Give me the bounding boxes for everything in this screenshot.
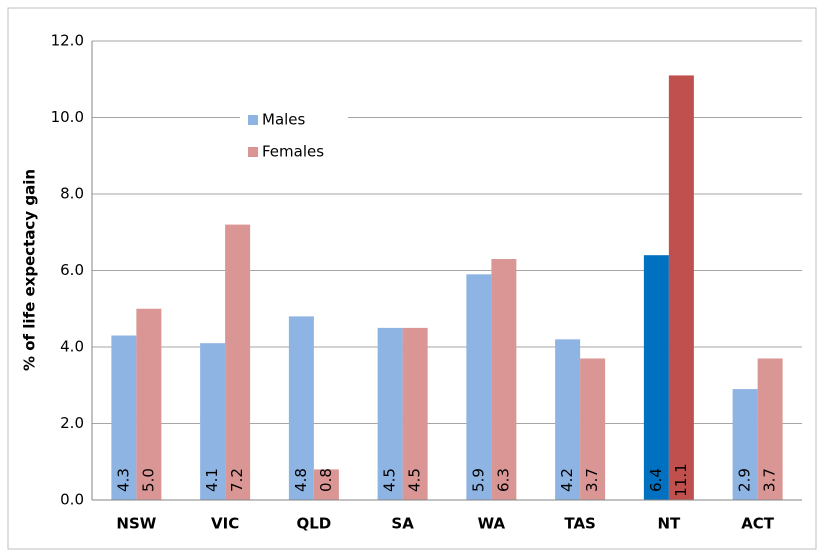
legend-label: Females (262, 143, 324, 161)
bar (136, 308, 162, 500)
x-tick-label: QLD (296, 515, 331, 533)
bar (580, 358, 606, 500)
value-label: 3.7 (583, 468, 601, 492)
y-tick-label: 10.0 (51, 108, 84, 126)
x-tick-label: ACT (741, 515, 775, 533)
value-label: 4.8 (292, 468, 310, 492)
bar (668, 75, 694, 501)
bar (732, 389, 758, 500)
legend-swatch (248, 147, 258, 157)
value-label: 6.3 (494, 468, 512, 492)
legend-label: Males (262, 111, 306, 129)
value-label: 2.9 (736, 468, 754, 492)
bar (491, 259, 517, 500)
bar (111, 335, 137, 500)
x-tick-label: WA (478, 515, 506, 533)
x-tick-label: TAS (564, 515, 595, 533)
legend-box (240, 104, 348, 168)
value-label: 4.5 (406, 468, 424, 492)
value-label: 0.8 (317, 468, 335, 492)
y-tick-label: 6.0 (60, 261, 84, 279)
bar (643, 255, 669, 500)
y-tick-label: 8.0 (60, 185, 84, 203)
y-axis-label: % of life expectacy gain (21, 169, 39, 371)
x-tick-label: NSW (116, 515, 156, 533)
value-label: 4.1 (203, 468, 221, 492)
x-tick-label: SA (391, 515, 414, 533)
value-label: 5.9 (469, 468, 487, 492)
bar (466, 274, 492, 500)
bar (402, 327, 428, 500)
bar (225, 224, 251, 500)
x-tick-label: NT (657, 515, 681, 533)
bar (313, 469, 339, 500)
y-tick-label: 0.0 (60, 491, 84, 509)
value-label: 7.2 (228, 468, 246, 492)
y-tick-label: 4.0 (60, 338, 84, 356)
value-label: 4.5 (381, 468, 399, 492)
bar (555, 339, 581, 500)
value-label: 3.7 (761, 468, 779, 492)
bar (200, 343, 226, 500)
y-tick-label: 2.0 (60, 414, 84, 432)
y-tick-label: 12.0 (51, 32, 84, 50)
legend-swatch (248, 115, 258, 125)
bar (377, 327, 403, 500)
bar (288, 316, 314, 500)
x-tick-label: VIC (211, 515, 239, 533)
value-label: 4.2 (558, 468, 576, 492)
bar (757, 358, 783, 500)
value-label: 4.3 (114, 468, 132, 492)
value-label: 11.1 (672, 463, 690, 496)
value-label: 6.4 (647, 468, 665, 492)
value-label: 5.0 (139, 468, 157, 492)
